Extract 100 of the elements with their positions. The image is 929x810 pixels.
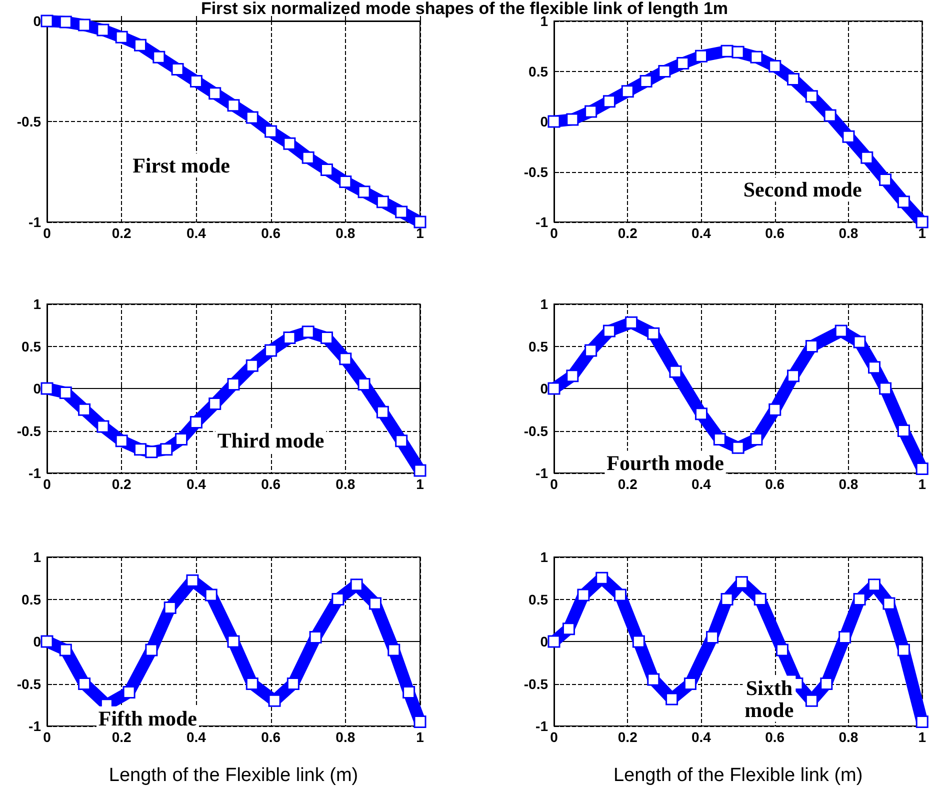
point — [286, 678, 300, 690]
point — [208, 87, 222, 100]
point — [853, 593, 866, 606]
point — [246, 359, 258, 372]
point — [302, 326, 314, 338]
point — [134, 38, 146, 52]
point — [566, 370, 579, 382]
y-tick-label: 0.5 — [528, 338, 548, 354]
x-axis-title: Length of the Flexible link (m) — [613, 765, 863, 786]
point — [145, 644, 158, 656]
annotation: Second mode — [743, 178, 862, 202]
y-tick-label: -1 — [536, 718, 548, 734]
point — [264, 125, 278, 138]
point — [750, 50, 763, 64]
x-tick-label: 0.8 — [838, 225, 858, 241]
point — [868, 361, 881, 374]
point — [602, 95, 616, 108]
x-axis-title: Length of the Flexible link (m) — [108, 765, 358, 786]
x-tick-label: 0.6 — [261, 729, 281, 745]
point — [584, 344, 598, 357]
x-tick-label: 0 — [43, 476, 52, 492]
y-tick-label: -0.5 — [524, 676, 548, 692]
x-tick-label: 0 — [550, 476, 558, 492]
point — [548, 115, 560, 128]
annotation: Fifth mode — [98, 706, 197, 730]
y-tick-label: 0 — [540, 114, 548, 130]
point — [320, 163, 333, 176]
x-tick-label: 0.6 — [261, 476, 281, 492]
point — [40, 382, 54, 395]
point — [320, 332, 333, 344]
y-tick-label: 0 — [33, 634, 42, 650]
point — [227, 635, 240, 648]
point — [414, 716, 426, 728]
point — [879, 174, 892, 186]
point — [227, 99, 240, 112]
point — [632, 635, 645, 648]
x-tick-label: 0.2 — [112, 476, 132, 492]
y-tick-label: 0.5 — [22, 338, 42, 354]
x-tick-label: 0.6 — [261, 225, 281, 241]
point — [548, 382, 560, 395]
point — [548, 635, 560, 648]
point — [96, 420, 110, 433]
y-tick-label: -0.5 — [16, 676, 42, 692]
point — [78, 403, 91, 416]
y-tick-label: 0.5 — [528, 63, 548, 80]
point — [776, 644, 788, 656]
point — [754, 593, 766, 606]
point — [694, 408, 708, 420]
point — [376, 406, 389, 418]
point — [190, 416, 202, 429]
point — [339, 352, 352, 366]
point — [368, 597, 382, 610]
point — [246, 111, 258, 124]
y-tick-label: -1 — [28, 465, 42, 481]
point — [358, 186, 370, 198]
point — [882, 597, 896, 610]
x-tick-label: 0.4 — [692, 476, 712, 492]
y-tick-label: -1 — [536, 214, 548, 230]
point — [268, 694, 281, 707]
point — [694, 50, 708, 62]
point — [208, 397, 222, 410]
point — [706, 631, 719, 644]
point — [332, 593, 344, 606]
point — [820, 678, 833, 690]
point — [868, 578, 881, 592]
y-tick-label: 0.5 — [22, 591, 42, 608]
y-tick-label: -1 — [28, 718, 42, 734]
annotation: Fourth mode — [606, 450, 724, 475]
y-tick-label: -0.5 — [524, 422, 548, 439]
point — [768, 403, 782, 416]
point — [264, 344, 278, 357]
point — [566, 113, 579, 126]
x-tick-label: 0.8 — [838, 729, 858, 745]
x-tick-label: 1 — [918, 476, 926, 492]
point — [625, 316, 638, 329]
x-tick-label: 0.4 — [692, 729, 712, 745]
point — [395, 206, 408, 218]
x-tick-label: 0.6 — [765, 476, 785, 492]
point — [160, 443, 173, 456]
point — [853, 336, 866, 348]
x-tick-label: 0 — [550, 729, 558, 745]
y-tick-label: -0.5 — [16, 114, 42, 130]
x-tick-label: 0.8 — [336, 476, 356, 492]
point — [658, 65, 671, 78]
point — [246, 678, 258, 690]
x-tick-label: 1 — [416, 729, 424, 745]
x-tick-label: 0.6 — [765, 225, 785, 241]
point — [805, 340, 818, 352]
point — [805, 90, 818, 103]
point — [78, 18, 91, 32]
x-tick-label: 0.4 — [692, 225, 712, 241]
point — [824, 109, 836, 122]
point — [115, 30, 128, 44]
point — [768, 60, 782, 72]
point — [897, 196, 910, 208]
point — [171, 62, 184, 76]
point — [897, 424, 910, 437]
point — [122, 686, 136, 698]
point — [720, 593, 734, 606]
x-tick-label: 0.8 — [838, 476, 858, 492]
